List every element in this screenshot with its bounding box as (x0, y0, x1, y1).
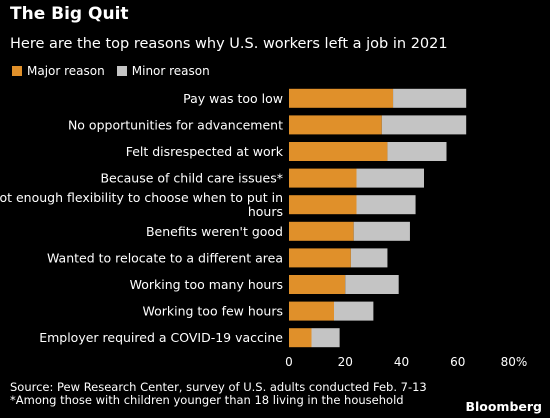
category-label: hours (248, 204, 283, 219)
bar-major (289, 221, 354, 241)
chart-footer: Source: Pew Research Center, survey of U… (10, 381, 427, 407)
legend-swatch-major (12, 66, 22, 76)
legend-item-minor: Minor reason (116, 64, 210, 78)
source-note: Source: Pew Research Center, survey of U… (10, 380, 427, 394)
bar-minor (334, 301, 374, 321)
bar-major (289, 168, 357, 188)
bar-minor (356, 195, 416, 215)
category-label: Employer required a COVID-19 vaccine (39, 330, 283, 345)
x-tick-label: 0 (285, 355, 293, 369)
bar-major (289, 275, 346, 294)
legend-swatch-minor (116, 66, 127, 76)
category-label: Working too few hours (142, 304, 283, 319)
category-label: Because of child care issues* (100, 171, 283, 186)
bar-minor (311, 328, 340, 348)
bar-minor (350, 248, 388, 268)
bar-major (289, 301, 334, 321)
x-tick-label: 40 (394, 355, 409, 369)
legend-label-minor: Minor reason (131, 64, 210, 78)
x-tick-label: 20 (338, 355, 353, 369)
category-label: Not enough flexibility to choose when to… (0, 190, 283, 205)
chart-subtitle: Here are the top reasons why U.S. worker… (10, 36, 448, 52)
bloomberg-logo: Bloomberg (465, 399, 542, 414)
category-label: Benefits weren't good (146, 224, 283, 239)
category-label: Wanted to relocate to a different area (47, 250, 283, 265)
bar-minor (353, 221, 410, 241)
chart-legend: Major reason Minor reason (12, 64, 222, 78)
bar-minor (393, 88, 467, 108)
bar-major (289, 248, 351, 268)
category-label: Felt disrespected at work (126, 144, 284, 159)
chart-title: The Big Quit (10, 4, 129, 24)
legend-item-major: Major reason (12, 64, 105, 78)
legend-label-major: Major reason (27, 64, 105, 78)
x-tick-label: 80% (501, 355, 528, 369)
footnote: *Among those with children younger than … (10, 393, 404, 407)
x-tick-label: 60 (450, 355, 465, 369)
bar-minor (387, 142, 447, 161)
category-label: Pay was too low (183, 91, 283, 106)
bar-major (289, 142, 388, 161)
bar-minor (381, 115, 467, 135)
bar-major (289, 115, 382, 135)
bar-major (289, 88, 394, 108)
bar-major (289, 328, 312, 348)
category-label: Working too many hours (130, 277, 283, 292)
category-label: No opportunities for advancement (68, 117, 283, 132)
bar-major (289, 195, 357, 215)
bar-minor (345, 275, 399, 294)
bar-minor (356, 168, 424, 188)
